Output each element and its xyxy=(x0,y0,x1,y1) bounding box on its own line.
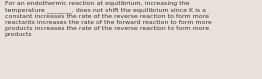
Text: For an endothermic reaction at equilibrium, increasing the
temperature ________.: For an endothermic reaction at equilibri… xyxy=(5,1,211,37)
